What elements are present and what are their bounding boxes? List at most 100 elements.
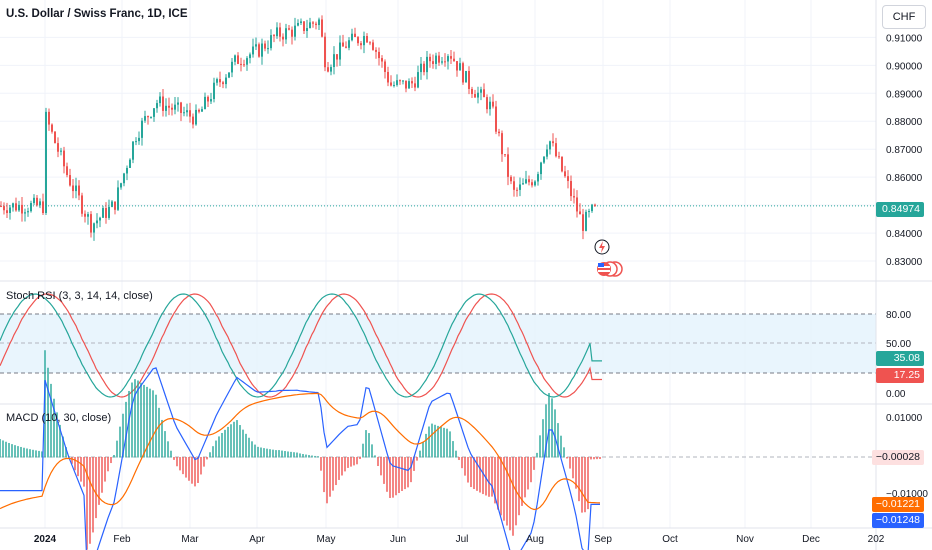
lightning-icon[interactable] [594,239,610,255]
currency-button[interactable]: CHF [882,5,926,29]
candle[interactable] [429,53,431,68]
candle[interactable] [138,131,140,145]
candle[interactable] [405,80,407,93]
candle[interactable] [372,39,374,51]
candle[interactable] [528,175,530,186]
candle[interactable] [477,86,479,104]
candle[interactable] [396,74,398,87]
candle[interactable] [168,97,170,116]
candle[interactable] [525,170,527,185]
candle[interactable] [246,56,248,71]
candle[interactable] [471,86,473,99]
candle[interactable] [324,32,326,72]
candle[interactable] [435,52,437,70]
candle[interactable] [210,92,212,105]
candle[interactable] [519,177,521,197]
candle[interactable] [321,15,323,38]
candle[interactable] [216,77,218,86]
candle[interactable] [537,171,539,186]
candle[interactable] [117,180,119,212]
candle[interactable] [444,53,446,67]
candle[interactable] [225,74,227,89]
candle[interactable] [288,25,290,31]
candle[interactable] [489,96,491,116]
candle[interactable] [282,33,284,47]
candle[interactable] [207,95,209,107]
candle[interactable] [270,29,272,51]
candle[interactable] [66,162,68,178]
candle[interactable] [258,42,260,58]
candle[interactable] [447,54,449,70]
candle[interactable] [114,201,116,215]
candle[interactable] [243,59,245,68]
candle[interactable] [456,60,458,77]
candle[interactable] [339,35,341,66]
candle[interactable] [63,146,65,174]
candle[interactable] [30,200,32,213]
candle[interactable] [189,102,191,123]
candle[interactable] [108,199,110,220]
candle[interactable] [303,20,305,34]
candle[interactable] [204,92,206,110]
candle[interactable] [552,133,554,147]
candle[interactable] [69,168,71,187]
candle[interactable] [27,207,29,217]
candle[interactable] [0,201,2,208]
candle[interactable] [60,147,62,156]
candle[interactable] [558,151,560,159]
candle[interactable] [273,34,275,43]
candle[interactable] [255,37,257,50]
candle[interactable] [366,33,368,43]
candle[interactable] [432,54,434,69]
candle[interactable] [171,103,173,116]
candle[interactable] [420,57,422,80]
candle[interactable] [306,19,308,38]
candlestick-series[interactable] [0,15,596,241]
candle[interactable] [135,137,137,146]
candle[interactable] [486,94,488,114]
macd-title[interactable]: MACD (10, 30, close) [6,412,112,424]
candle[interactable] [450,50,452,65]
candle[interactable] [15,197,17,212]
stoch-rsi-title[interactable]: Stoch RSI (3, 3, 14, 14, close) [6,290,153,302]
candle[interactable] [501,130,503,162]
candle[interactable] [375,47,377,59]
us-flag-icon[interactable] [597,261,623,277]
candle[interactable] [342,34,344,47]
candle[interactable] [87,211,89,225]
candle[interactable] [408,78,410,89]
candle[interactable] [348,37,350,51]
candle[interactable] [468,66,470,95]
candle[interactable] [81,192,83,217]
candle[interactable] [75,177,77,199]
candle[interactable] [411,77,413,88]
candle[interactable] [3,202,5,215]
candle[interactable] [78,180,80,201]
candle[interactable] [240,57,242,72]
candle[interactable] [417,65,419,89]
candle[interactable] [474,89,476,98]
candle[interactable] [291,26,293,45]
candle[interactable] [222,80,224,89]
candle[interactable] [582,208,584,240]
candle[interactable] [549,140,551,155]
candle[interactable] [228,72,230,79]
candle[interactable] [330,64,332,76]
candle[interactable] [333,46,335,75]
candle[interactable] [510,175,512,185]
candle[interactable] [564,165,566,178]
candle[interactable] [354,27,356,38]
candle[interactable] [96,213,98,229]
candle[interactable] [561,156,563,173]
candle[interactable] [18,200,20,212]
candle[interactable] [402,80,404,85]
candle[interactable] [183,106,185,117]
candle[interactable] [48,108,50,131]
candle[interactable] [363,31,365,54]
candle[interactable] [249,52,251,64]
candle[interactable] [219,71,221,88]
candle[interactable] [441,57,443,65]
candle[interactable] [231,57,233,78]
candle[interactable] [492,94,494,109]
